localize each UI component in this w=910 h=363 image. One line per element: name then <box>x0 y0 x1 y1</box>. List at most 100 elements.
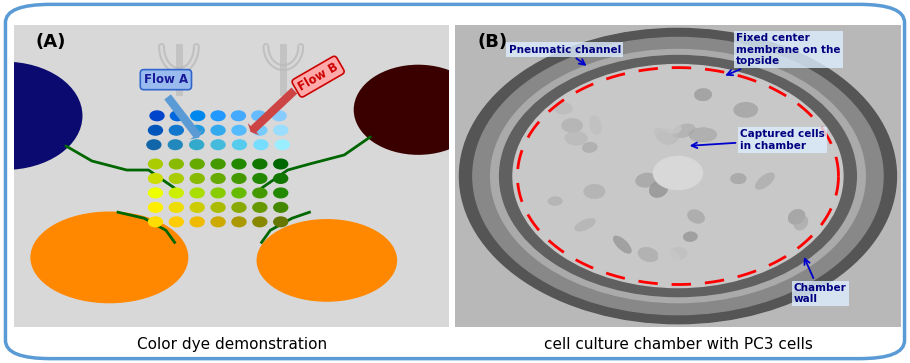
Ellipse shape <box>554 102 572 114</box>
FancyBboxPatch shape <box>14 25 449 327</box>
Circle shape <box>168 140 182 150</box>
Ellipse shape <box>687 210 704 223</box>
Text: Captured cells
in chamber: Captured cells in chamber <box>692 129 825 151</box>
Ellipse shape <box>669 247 687 260</box>
Circle shape <box>211 140 225 150</box>
Ellipse shape <box>731 173 746 184</box>
Ellipse shape <box>719 184 735 195</box>
Ellipse shape <box>689 128 717 142</box>
Circle shape <box>253 217 267 227</box>
Ellipse shape <box>583 184 605 199</box>
Text: (A): (A) <box>35 33 66 50</box>
Ellipse shape <box>649 181 668 197</box>
Circle shape <box>148 126 162 135</box>
Circle shape <box>513 65 843 287</box>
Circle shape <box>232 203 246 212</box>
Ellipse shape <box>755 173 774 189</box>
Circle shape <box>190 188 204 198</box>
Circle shape <box>148 203 162 212</box>
Circle shape <box>232 174 246 183</box>
Text: Flow B: Flow B <box>296 60 340 93</box>
Circle shape <box>355 66 481 154</box>
Ellipse shape <box>582 142 597 152</box>
Text: Chamber
wall: Chamber wall <box>794 259 846 304</box>
Circle shape <box>232 126 246 135</box>
Circle shape <box>211 188 225 198</box>
Circle shape <box>274 159 288 169</box>
Ellipse shape <box>794 215 808 230</box>
Circle shape <box>211 159 225 169</box>
Circle shape <box>500 56 856 297</box>
Circle shape <box>232 159 246 169</box>
Circle shape <box>191 111 205 121</box>
Circle shape <box>274 126 288 135</box>
Ellipse shape <box>565 131 588 145</box>
Ellipse shape <box>733 102 758 118</box>
Circle shape <box>211 203 225 212</box>
Circle shape <box>169 159 183 169</box>
Circle shape <box>274 203 288 212</box>
Circle shape <box>169 126 183 135</box>
Circle shape <box>253 159 267 169</box>
Circle shape <box>276 140 289 150</box>
Circle shape <box>231 111 246 121</box>
Ellipse shape <box>683 232 698 242</box>
Circle shape <box>232 217 246 227</box>
Circle shape <box>253 188 267 198</box>
Circle shape <box>190 217 204 227</box>
Ellipse shape <box>654 128 672 145</box>
Text: cell culture chamber with PC3 cells: cell culture chamber with PC3 cells <box>543 337 813 352</box>
Ellipse shape <box>694 89 712 101</box>
Circle shape <box>170 111 185 121</box>
Circle shape <box>169 217 183 227</box>
Circle shape <box>147 140 161 150</box>
Circle shape <box>653 156 703 189</box>
Ellipse shape <box>655 118 682 134</box>
Circle shape <box>233 140 247 150</box>
Circle shape <box>252 111 266 121</box>
Ellipse shape <box>613 236 632 253</box>
Text: Flow A: Flow A <box>144 73 188 86</box>
Text: (B): (B) <box>477 33 508 50</box>
Circle shape <box>169 203 183 212</box>
Circle shape <box>274 188 288 198</box>
Circle shape <box>150 111 164 121</box>
Ellipse shape <box>788 209 805 224</box>
Circle shape <box>460 28 896 324</box>
Ellipse shape <box>548 197 562 205</box>
Circle shape <box>232 188 246 198</box>
Ellipse shape <box>672 124 695 138</box>
Circle shape <box>473 37 883 315</box>
Circle shape <box>148 174 162 183</box>
Ellipse shape <box>638 247 659 262</box>
Text: Pneumatic channel: Pneumatic channel <box>509 45 621 65</box>
Circle shape <box>253 174 267 183</box>
Circle shape <box>274 217 288 227</box>
Circle shape <box>148 159 162 169</box>
Text: Fixed center
membrane on the
topside: Fixed center membrane on the topside <box>727 33 841 75</box>
Circle shape <box>274 174 288 183</box>
Ellipse shape <box>590 115 602 135</box>
Ellipse shape <box>635 173 657 187</box>
Circle shape <box>254 140 268 150</box>
Circle shape <box>190 126 204 135</box>
Circle shape <box>490 49 865 303</box>
Text: Color dye demonstration: Color dye demonstration <box>137 337 327 352</box>
Circle shape <box>272 111 286 121</box>
Circle shape <box>189 140 204 150</box>
Circle shape <box>0 63 81 168</box>
Ellipse shape <box>574 219 595 231</box>
Circle shape <box>148 217 162 227</box>
Ellipse shape <box>31 212 187 303</box>
Circle shape <box>211 217 225 227</box>
Circle shape <box>253 203 267 212</box>
Circle shape <box>169 188 183 198</box>
Circle shape <box>211 174 225 183</box>
Circle shape <box>211 126 225 135</box>
Circle shape <box>211 111 225 121</box>
Ellipse shape <box>657 129 679 144</box>
Ellipse shape <box>554 206 578 216</box>
FancyBboxPatch shape <box>455 25 901 327</box>
Ellipse shape <box>258 220 397 301</box>
Ellipse shape <box>658 249 680 263</box>
